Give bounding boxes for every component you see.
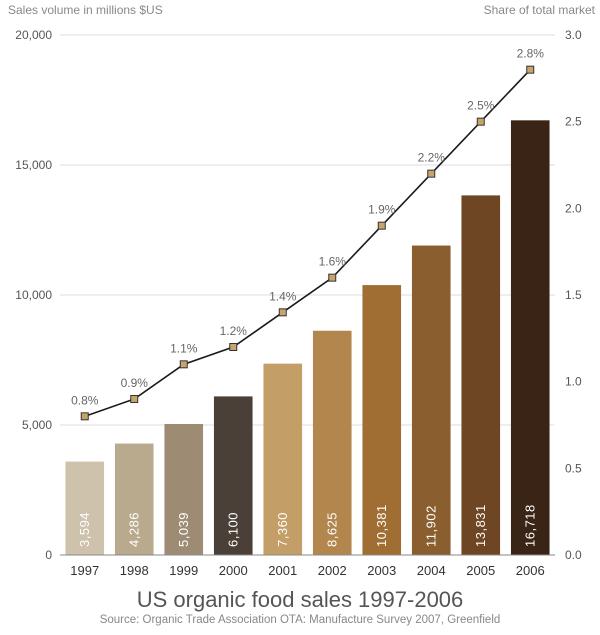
bar-value: 13,831: [473, 504, 488, 547]
bar-value: 10,381: [374, 504, 389, 547]
left-tick-label: 15,000: [15, 158, 52, 172]
bar-value: 4,286: [126, 512, 141, 547]
bar: [461, 195, 500, 555]
bar: [511, 120, 550, 555]
x-tick-label: 2001: [268, 563, 297, 578]
x-tick-label: 1999: [169, 563, 198, 578]
percent-label: 2.8%: [517, 47, 545, 61]
right-tick-label: 0.0: [565, 548, 582, 562]
right-tick-label: 1.0: [565, 375, 582, 389]
left-tick-label: 0: [45, 548, 52, 562]
percent-label: 2.5%: [467, 99, 495, 113]
right-axis-ticks: 0.0 0.5 1.0 1.5 2.0 2.5 3.0: [565, 28, 582, 562]
line-marker: [428, 170, 435, 177]
x-tick-label: 2000: [219, 563, 248, 578]
right-side-label: Sales volume in millions $US: [551, 247, 566, 429]
line-marker: [527, 66, 534, 73]
bar-value: 6,100: [225, 512, 240, 547]
left-axis-ticks: 0 5,000 10,000 15,000 20,000: [15, 28, 52, 562]
bars-group: [65, 120, 549, 555]
line-marker: [230, 344, 237, 351]
x-tick-label: 2003: [367, 563, 396, 578]
right-tick-label: 2.5: [565, 115, 582, 129]
percent-label: 1.9%: [368, 203, 396, 217]
source-text: Source: Organic Trade Association OTA: M…: [100, 614, 501, 626]
left-axis-title: Sales volume in millions $US: [8, 3, 163, 17]
line-marker: [131, 396, 138, 403]
line-marker: [378, 222, 385, 229]
bar-value: 16,718: [522, 504, 537, 547]
bar-value: 11,902: [423, 505, 438, 547]
chart-title: US organic food sales 1997-2006: [137, 587, 464, 612]
left-tick-label: 20,000: [15, 28, 52, 42]
left-tick-label: 5,000: [22, 418, 52, 432]
percent-label: 1.6%: [319, 255, 347, 269]
bar-value: 8,625: [324, 512, 339, 547]
bar-value: 5,039: [176, 512, 191, 547]
right-tick-label: 3.0: [565, 28, 582, 42]
right-tick-label: 2.0: [565, 201, 582, 215]
bar-value: 7,360: [275, 512, 290, 547]
combo-chart: Sales volume in millions $US Share of to…: [0, 0, 600, 635]
percent-label: 0.9%: [121, 376, 149, 390]
line-marker: [180, 361, 187, 368]
line-marker: [81, 413, 88, 420]
x-axis-labels: 1997 1998 1999 2000 2001 2002 2003 2004 2005 2006: [70, 563, 544, 578]
x-tick-label: 1997: [70, 563, 99, 578]
x-tick-label: 1998: [120, 563, 149, 578]
line-marker: [279, 309, 286, 316]
right-axis-title: Share of total market: [484, 3, 596, 17]
left-tick-label: 10,000: [15, 288, 52, 302]
percent-label: 2.2%: [418, 151, 446, 165]
percent-label: 0.8%: [71, 393, 99, 407]
right-tick-label: 0.5: [565, 461, 582, 475]
bar-value: 3,594: [77, 512, 92, 547]
x-tick-label: 2006: [516, 563, 545, 578]
percent-label: 1.4%: [269, 289, 297, 303]
x-tick-label: 2004: [417, 563, 446, 578]
line-marker: [477, 118, 484, 125]
percent-label: 1.1%: [170, 341, 198, 355]
line-marker: [329, 274, 336, 281]
x-tick-label: 2002: [318, 563, 347, 578]
x-tick-label: 2005: [466, 563, 495, 578]
right-tick-label: 1.5: [565, 288, 582, 302]
percent-label: 1.2%: [220, 324, 248, 338]
